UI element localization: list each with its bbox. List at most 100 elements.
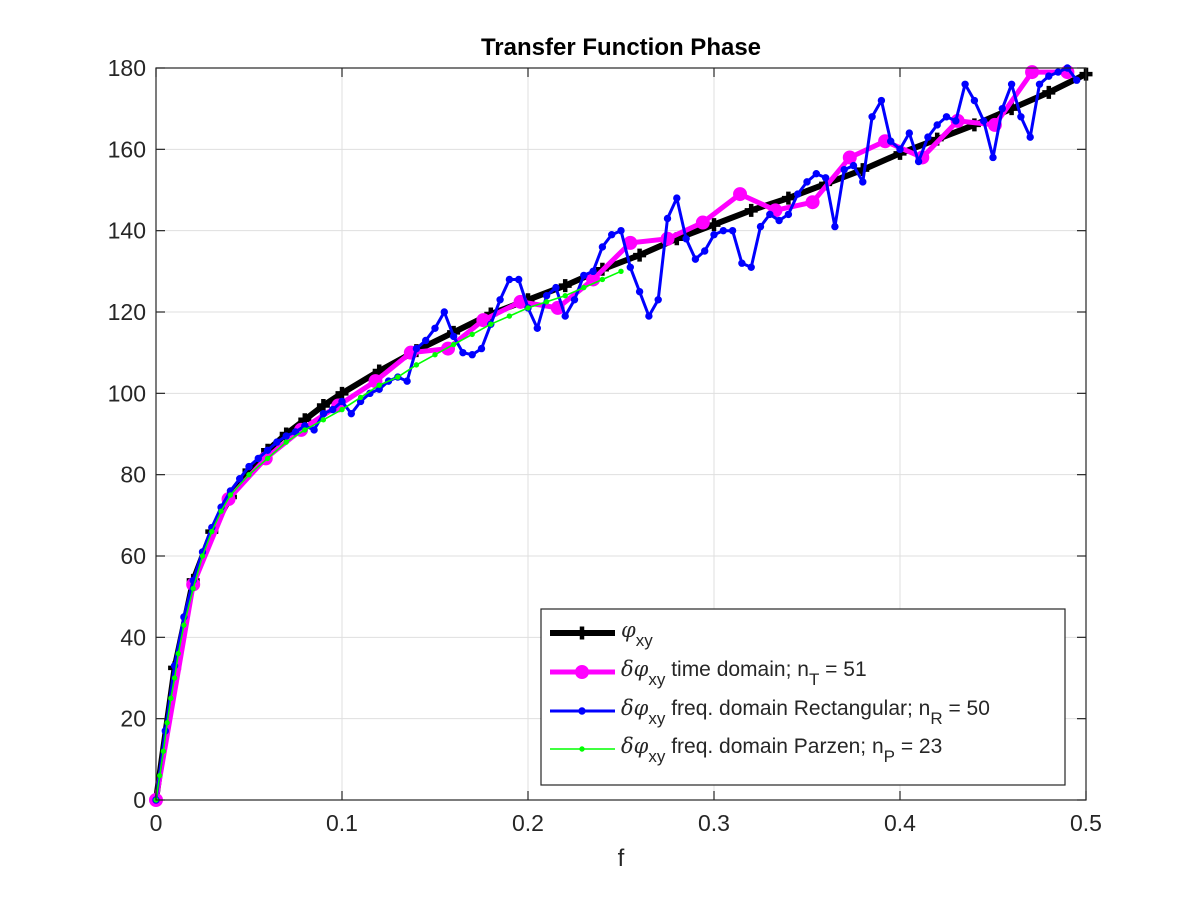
y-tick-label: 100 bbox=[108, 380, 146, 406]
series-line bbox=[155, 270, 622, 801]
data-point bbox=[236, 475, 244, 483]
data-point bbox=[877, 96, 886, 105]
axes-box bbox=[155, 67, 1087, 801]
axis-ticks: 0 0.1 0.2 0.3 0.4 0.5 0 20 40 60 80 100 120 140 160 180 bbox=[108, 55, 1102, 836]
data-point bbox=[842, 150, 857, 165]
data-point bbox=[952, 117, 960, 125]
data-point bbox=[794, 190, 802, 198]
data-point bbox=[626, 263, 634, 271]
data-point bbox=[747, 263, 755, 271]
data-point bbox=[542, 292, 551, 300]
x-tick-label: 0.3 bbox=[698, 810, 730, 836]
data-point bbox=[316, 399, 330, 413]
data-point bbox=[840, 165, 848, 174]
data-point bbox=[488, 321, 494, 327]
data-point bbox=[476, 313, 491, 328]
data-point bbox=[1007, 80, 1016, 88]
y-tick-label: 120 bbox=[108, 299, 146, 325]
data-point bbox=[199, 553, 206, 559]
data-point bbox=[570, 296, 579, 304]
data-point bbox=[608, 231, 616, 239]
data-point bbox=[505, 275, 514, 284]
data-point bbox=[525, 305, 531, 311]
data-point bbox=[633, 248, 647, 262]
data-point bbox=[477, 344, 486, 353]
data-point bbox=[282, 432, 290, 440]
data-point bbox=[924, 133, 932, 141]
legend: φxy δφxy time domain; nT = 51 δφxy freq. d… bbox=[540, 608, 1066, 786]
data-point bbox=[589, 267, 597, 276]
data-point bbox=[209, 528, 215, 535]
legend-swatch-marker bbox=[575, 665, 589, 679]
data-point bbox=[171, 675, 178, 681]
data-point bbox=[598, 243, 607, 251]
data-point bbox=[329, 405, 337, 414]
y-tick-label: 40 bbox=[120, 624, 146, 650]
data-point bbox=[190, 585, 196, 592]
data-point bbox=[1025, 65, 1040, 80]
data-point bbox=[413, 362, 420, 368]
x-axis-label: f bbox=[618, 845, 625, 872]
data-point bbox=[942, 113, 951, 121]
data-point bbox=[175, 650, 182, 657]
data-point bbox=[1042, 85, 1056, 99]
data-point bbox=[998, 104, 1006, 113]
data-point bbox=[561, 312, 569, 320]
data-point bbox=[859, 178, 867, 186]
data-point bbox=[1054, 68, 1062, 76]
data-point bbox=[618, 268, 624, 275]
data-point bbox=[357, 394, 364, 401]
legend-entry: φxy bbox=[550, 618, 653, 650]
legend-entry: δφxy time domain; nT = 51 bbox=[550, 657, 867, 689]
data-point bbox=[376, 382, 382, 388]
data-point bbox=[449, 332, 458, 341]
data-point bbox=[338, 397, 346, 406]
legend-entry: δφxy freq. domain Parzen; nP = 23 bbox=[550, 734, 942, 766]
data-point bbox=[339, 406, 345, 413]
data-point bbox=[562, 293, 568, 299]
data-point bbox=[431, 324, 439, 332]
data-point bbox=[980, 117, 988, 125]
data-point bbox=[849, 161, 858, 170]
data-point bbox=[1073, 76, 1081, 84]
series-4 bbox=[153, 268, 624, 803]
legend-label: δφxy freq. domain Rectangular; nR = 50 bbox=[621, 696, 990, 728]
data-point bbox=[496, 296, 504, 304]
data-point bbox=[283, 439, 289, 445]
data-point bbox=[989, 153, 997, 162]
data-point bbox=[744, 203, 758, 217]
data-point bbox=[695, 215, 710, 230]
data-point bbox=[1035, 80, 1044, 88]
data-point bbox=[682, 235, 690, 243]
data-point bbox=[887, 137, 895, 145]
data-point bbox=[218, 508, 224, 514]
data-point bbox=[914, 157, 923, 166]
data-point bbox=[733, 187, 748, 202]
data-point bbox=[319, 409, 328, 418]
data-point bbox=[506, 313, 513, 319]
y-tick-label: 140 bbox=[108, 218, 146, 244]
data-point bbox=[970, 96, 979, 105]
y-tick-label: 160 bbox=[108, 136, 146, 162]
data-point bbox=[1026, 133, 1034, 141]
data-point bbox=[245, 462, 253, 471]
data-point bbox=[164, 720, 170, 726]
legend-entry: δφxy freq. domain Rectangular; nR = 50 bbox=[550, 696, 990, 728]
data-point bbox=[533, 324, 541, 332]
y-tick-label: 0 bbox=[133, 787, 146, 813]
data-point bbox=[635, 287, 644, 296]
data-point bbox=[581, 284, 587, 291]
data-point bbox=[459, 348, 467, 357]
x-tick-label: 0 bbox=[150, 810, 163, 836]
legend-label: δφxy time domain; nT = 51 bbox=[621, 657, 867, 689]
data-point bbox=[395, 374, 401, 380]
data-point bbox=[181, 622, 187, 628]
data-point bbox=[263, 446, 272, 454]
data-point bbox=[673, 194, 681, 202]
data-point bbox=[543, 299, 550, 305]
data-point bbox=[469, 331, 475, 338]
data-point bbox=[654, 296, 662, 304]
data-point bbox=[868, 113, 876, 121]
x-tick-label: 0.4 bbox=[884, 810, 916, 836]
series-layer bbox=[149, 64, 1093, 807]
